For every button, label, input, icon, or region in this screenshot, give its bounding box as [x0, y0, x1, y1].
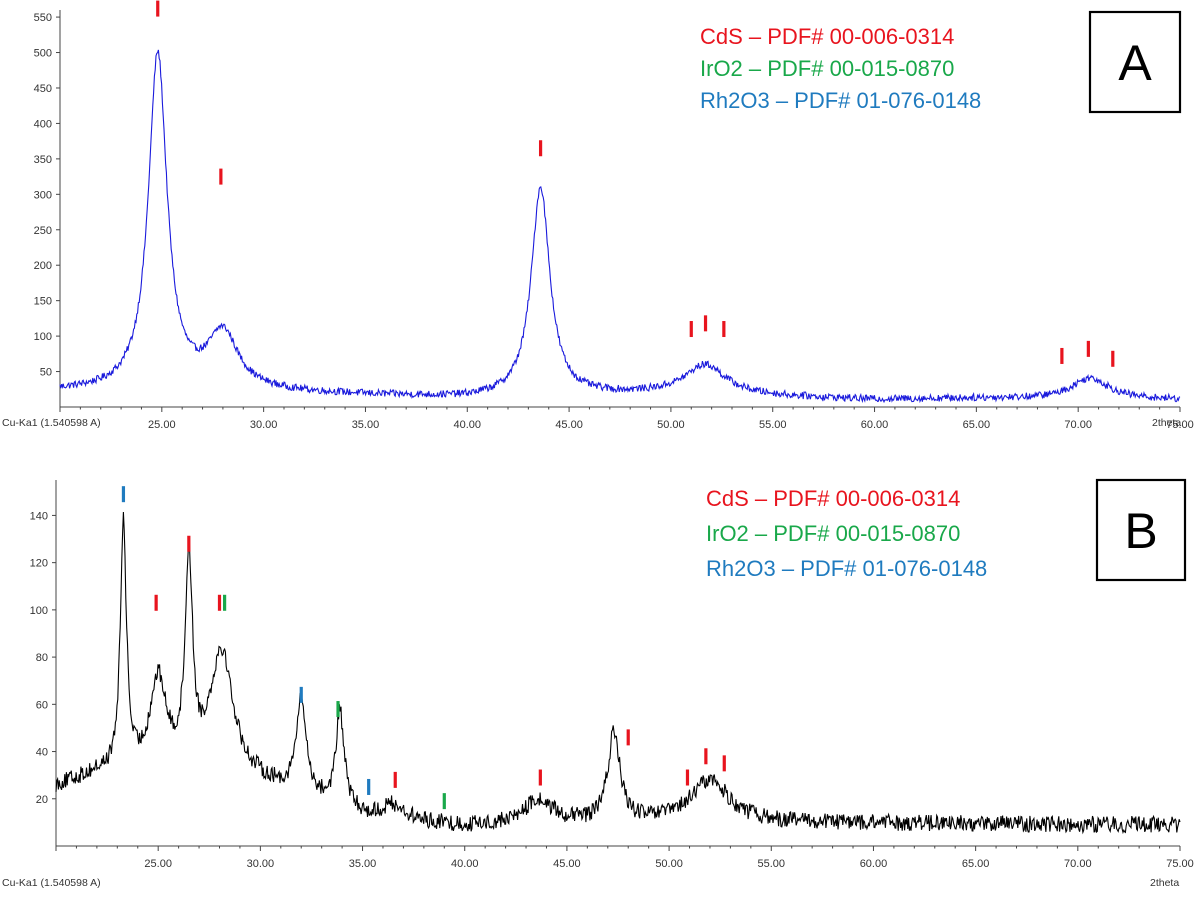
x-tick-label: 30.00	[247, 858, 275, 870]
peak-marker	[223, 594, 227, 611]
x-tick-label: 55.00	[759, 419, 787, 431]
x-tick-label: 60.00	[860, 858, 888, 870]
peak-marker	[442, 793, 446, 810]
x-tick-label: 75.00	[1166, 858, 1194, 870]
peak-marker	[187, 535, 191, 552]
x-tick-label: 45.00	[555, 419, 583, 431]
panel-letter: B	[1124, 503, 1157, 559]
peak-marker	[685, 769, 690, 786]
peak-marker	[219, 168, 223, 185]
y-tick-label: 350	[34, 154, 52, 166]
peak-marker	[689, 321, 693, 338]
x-tick-label: 30.00	[250, 419, 278, 431]
radiation-label: Cu-Ka1 (1.540598 A)	[2, 877, 101, 889]
legend-entry: Rh2O3 – PDF# 01-076-0148	[700, 88, 981, 113]
panel-letter-box	[1095, 478, 1187, 582]
legend-entry: CdS – PDF# 00-006-0314	[700, 24, 954, 49]
peak-marker	[704, 748, 708, 765]
chart-panel-B: 20 40 60 80 100 120 140 25.00 30.00 35.00 40.00 45.…	[2, 478, 1194, 889]
y-tick-label: 150	[34, 296, 52, 308]
x-tick-label: 35.00	[349, 858, 377, 870]
peak-marker	[367, 778, 371, 795]
x-tick-label: 40.00	[451, 858, 479, 870]
y-tick-label: 200	[34, 260, 52, 272]
peak-marker	[1111, 350, 1115, 367]
panel-letter-box	[1088, 10, 1182, 114]
y-tick-label: 40	[36, 747, 48, 759]
peak-marker	[393, 771, 397, 788]
peak-marker	[217, 594, 222, 611]
legend-entry: IrO2 – PDF# 00-015-0870	[706, 521, 960, 546]
peak-marker	[626, 729, 630, 746]
legend-entry: Rh2O3 – PDF# 01-076-0148	[706, 556, 987, 581]
peak-marker	[154, 594, 158, 611]
diffraction-trace	[59, 49, 1181, 404]
x-axis-title: 2theta	[1152, 417, 1181, 429]
y-tick-label: 100	[34, 331, 52, 343]
peak-marker	[336, 701, 340, 718]
x-tick-label: 40.00	[454, 419, 482, 431]
y-tick-label: 60	[36, 699, 48, 711]
y-tick-label: 450	[34, 83, 52, 95]
y-tick-label: 100	[30, 605, 48, 617]
x-tick-label: 25.00	[144, 858, 172, 870]
peak-marker	[722, 755, 726, 772]
peak-marker	[722, 321, 726, 338]
peak-marker	[156, 0, 160, 17]
x-tick-label: 70.00	[1064, 858, 1092, 870]
panel-letter: A	[1118, 35, 1152, 91]
y-tick-label: 250	[34, 225, 52, 237]
x-tick-label: 55.00	[758, 858, 786, 870]
y-tick-label: 20	[36, 794, 48, 806]
y-tick-label: 120	[30, 558, 48, 570]
x-tick-label: 65.00	[963, 419, 991, 431]
radiation-label: Cu-Ka1 (1.540598 A)	[2, 417, 101, 429]
legend-entry: IrO2 – PDF# 00-015-0870	[700, 56, 954, 81]
y-tick-label: 80	[36, 652, 48, 664]
x-axis-title: 2theta	[1150, 877, 1179, 889]
peak-marker	[121, 486, 126, 503]
diffraction-trace	[55, 511, 1181, 835]
peak-marker	[538, 769, 542, 786]
y-tick-label: 140	[30, 510, 48, 522]
x-tick-label: 50.00	[655, 858, 683, 870]
peak-marker	[703, 315, 708, 332]
legend-entry: CdS – PDF# 00-006-0314	[706, 486, 960, 511]
y-tick-label: 300	[34, 189, 52, 201]
x-tick-label: 35.00	[352, 419, 380, 431]
peak-marker	[1060, 347, 1064, 364]
x-tick-label: 65.00	[962, 858, 990, 870]
peak-marker	[538, 140, 543, 157]
x-tick-label: 50.00	[657, 419, 685, 431]
y-tick-label: 400	[34, 118, 52, 130]
y-tick-label: 500	[34, 48, 52, 60]
x-tick-label: 70.00	[1064, 419, 1092, 431]
x-tick-label: 45.00	[553, 858, 581, 870]
y-tick-label: 550	[34, 12, 52, 24]
peak-marker	[299, 686, 303, 703]
x-tick-label: 75.00	[1166, 419, 1194, 431]
chart-panel-A: 50 100 150 200 250 300 350 400 450 500 550 25.00 30.…	[2, 0, 1194, 431]
x-tick-label: 25.00	[148, 419, 176, 431]
peak-marker	[1086, 340, 1090, 357]
x-tick-label: 60.00	[861, 419, 889, 431]
y-tick-label: 50	[40, 367, 52, 379]
